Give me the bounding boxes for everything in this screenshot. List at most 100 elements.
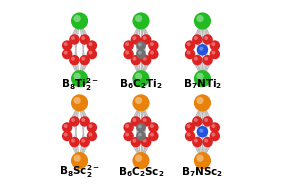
Circle shape [187, 132, 191, 136]
Circle shape [185, 131, 195, 141]
Circle shape [194, 57, 198, 61]
Text: $\mathbf{B_8Sc_2^{2-}}$: $\mathbf{B_8Sc_2^{2-}}$ [59, 163, 100, 180]
Circle shape [64, 132, 68, 136]
Circle shape [64, 42, 68, 46]
Circle shape [125, 51, 129, 55]
Circle shape [125, 132, 129, 136]
Circle shape [187, 42, 191, 46]
Circle shape [199, 129, 203, 133]
Circle shape [135, 155, 142, 162]
Circle shape [150, 124, 154, 128]
Circle shape [74, 15, 81, 22]
Circle shape [69, 137, 80, 147]
Circle shape [210, 122, 220, 133]
Circle shape [210, 49, 220, 59]
Circle shape [136, 123, 146, 132]
Circle shape [89, 42, 92, 46]
Circle shape [202, 137, 213, 147]
Circle shape [136, 49, 146, 59]
Circle shape [210, 131, 220, 141]
Circle shape [212, 42, 215, 46]
Circle shape [204, 57, 208, 61]
Circle shape [62, 122, 72, 133]
Circle shape [62, 131, 72, 141]
Circle shape [138, 133, 142, 137]
Circle shape [143, 57, 147, 61]
Circle shape [69, 34, 80, 45]
Circle shape [124, 49, 134, 59]
Circle shape [133, 70, 149, 87]
Circle shape [74, 97, 81, 104]
Circle shape [133, 152, 149, 169]
Circle shape [185, 49, 195, 59]
Text: $\mathbf{B_6C_2Ti_2}$: $\mathbf{B_6C_2Ti_2}$ [119, 77, 163, 91]
Circle shape [62, 49, 72, 59]
Circle shape [210, 40, 220, 51]
Circle shape [89, 124, 92, 128]
Circle shape [135, 15, 142, 22]
Circle shape [192, 116, 202, 127]
Circle shape [212, 124, 215, 128]
Circle shape [204, 36, 208, 40]
Circle shape [133, 118, 136, 122]
Circle shape [125, 124, 129, 128]
Circle shape [197, 73, 204, 80]
Circle shape [150, 42, 154, 46]
Circle shape [71, 12, 88, 29]
Circle shape [135, 97, 142, 104]
Circle shape [87, 40, 97, 51]
Circle shape [71, 57, 75, 61]
Circle shape [148, 122, 158, 133]
Circle shape [143, 139, 147, 143]
Circle shape [202, 34, 213, 45]
Circle shape [71, 94, 88, 112]
Circle shape [89, 51, 92, 55]
Circle shape [212, 51, 215, 55]
Circle shape [212, 132, 215, 136]
Circle shape [202, 55, 213, 65]
Circle shape [141, 137, 151, 147]
Circle shape [136, 131, 146, 141]
Circle shape [80, 116, 90, 127]
Circle shape [81, 57, 85, 61]
Circle shape [133, 36, 136, 40]
Circle shape [143, 36, 147, 40]
Circle shape [69, 116, 80, 127]
Circle shape [133, 94, 149, 112]
Circle shape [194, 36, 198, 40]
Circle shape [197, 15, 204, 22]
Circle shape [185, 122, 195, 133]
Circle shape [194, 94, 211, 112]
Circle shape [69, 55, 80, 65]
Circle shape [125, 42, 129, 46]
Circle shape [131, 137, 141, 147]
Circle shape [192, 55, 202, 65]
Circle shape [150, 132, 154, 136]
Circle shape [138, 125, 142, 128]
Circle shape [192, 34, 202, 45]
Circle shape [202, 116, 213, 127]
Circle shape [197, 97, 204, 104]
Circle shape [194, 12, 211, 29]
Circle shape [87, 122, 97, 133]
Circle shape [148, 40, 158, 51]
Circle shape [138, 43, 142, 46]
Circle shape [141, 55, 151, 65]
Text: $\mathbf{B_8Ti_2^{2-}}$: $\mathbf{B_8Ti_2^{2-}}$ [61, 76, 98, 93]
Text: $\mathbf{B_7NSc_2}$: $\mathbf{B_7NSc_2}$ [181, 165, 224, 179]
Circle shape [80, 55, 90, 65]
Circle shape [150, 51, 154, 55]
Circle shape [197, 155, 204, 162]
Circle shape [136, 41, 146, 50]
Circle shape [124, 40, 134, 51]
Circle shape [74, 155, 81, 162]
Circle shape [141, 116, 151, 127]
Circle shape [89, 132, 92, 136]
Circle shape [124, 131, 134, 141]
Circle shape [71, 152, 88, 169]
Circle shape [135, 73, 142, 80]
Circle shape [81, 118, 85, 122]
Circle shape [187, 124, 191, 128]
Circle shape [87, 49, 97, 59]
Circle shape [138, 51, 142, 55]
